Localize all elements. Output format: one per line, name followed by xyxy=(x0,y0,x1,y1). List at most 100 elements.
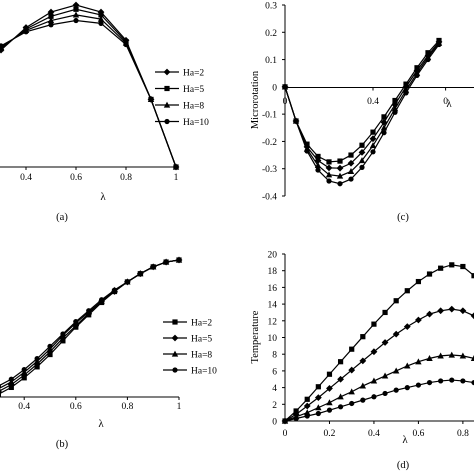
data-point xyxy=(370,129,376,135)
panel-c: 0 0.4 0 0.3 0.2 0.1 0 -0.1 -0.2 -0.3 -0.4 λ Microrot… xyxy=(250,2,474,223)
data-point xyxy=(163,259,169,265)
data-point xyxy=(392,97,398,104)
data-point xyxy=(380,118,388,126)
data-point xyxy=(393,387,399,393)
data-point xyxy=(336,164,344,172)
y-tick-label: 10 xyxy=(268,334,278,344)
legend-label: Ha=8 xyxy=(183,102,204,112)
data-point xyxy=(315,384,321,390)
data-point xyxy=(370,377,378,384)
series-ha-10 xyxy=(0,17,179,170)
data-point xyxy=(48,13,54,19)
data-point xyxy=(111,287,118,293)
data-point xyxy=(358,157,366,164)
data-point xyxy=(325,171,333,178)
legend-entry: Ha=10 xyxy=(155,118,209,128)
legend-marker xyxy=(172,319,178,325)
data-point xyxy=(326,371,333,377)
x-tick-label: 0.8 xyxy=(457,429,469,439)
data-point xyxy=(73,319,79,325)
data-point xyxy=(370,149,376,155)
legend-marker xyxy=(172,367,178,373)
series-line xyxy=(0,259,180,386)
y-tick-label: 6 xyxy=(272,367,277,377)
series-ha-5 xyxy=(0,256,183,394)
data-point xyxy=(23,29,29,35)
data-point xyxy=(282,84,288,90)
data-point xyxy=(348,176,354,182)
data-point xyxy=(393,298,399,304)
data-point xyxy=(449,377,455,383)
x-tick-label: 0.8 xyxy=(121,402,133,412)
data-point xyxy=(381,130,387,136)
x-tick-label: 0.4 xyxy=(368,429,380,439)
data-point xyxy=(347,168,355,175)
x-tick-label: 0.6 xyxy=(412,429,424,439)
data-point xyxy=(337,359,344,365)
data-point xyxy=(404,385,410,391)
data-point xyxy=(470,312,474,320)
data-point xyxy=(293,415,299,422)
legend-label: Ha=8 xyxy=(191,351,212,361)
legend-entry: Ha=8 xyxy=(163,351,212,361)
series-ha-8 xyxy=(0,11,180,170)
x-tick-label: 1 xyxy=(174,173,179,183)
data-point xyxy=(415,316,422,324)
y-axis-label: Microrotation xyxy=(250,70,261,129)
data-point xyxy=(381,114,387,120)
data-point xyxy=(337,158,343,164)
data-point xyxy=(437,307,445,315)
data-point xyxy=(150,264,156,270)
series-line xyxy=(0,14,177,168)
legend-entry: Ha=2 xyxy=(163,319,212,329)
data-point xyxy=(359,142,365,148)
y-tick-label: 8 xyxy=(272,351,277,361)
data-point xyxy=(315,167,321,173)
y-tick-label: 20 xyxy=(268,251,278,261)
y-tick-label: -0.3 xyxy=(262,165,277,175)
data-point xyxy=(347,159,355,167)
data-point xyxy=(370,348,378,356)
y-tick-label: -0.2 xyxy=(262,138,277,148)
data-point xyxy=(438,378,444,384)
x-axis-label: λ xyxy=(446,98,452,110)
data-point xyxy=(459,307,467,315)
panel-label: (c) xyxy=(397,212,409,223)
series-line xyxy=(284,308,474,422)
data-point xyxy=(123,41,129,48)
panel-d: 0 0.2 0.4 0.6 0.8 0 2 4 6 8 10 12 14 16 18 20 λ Temperatu… xyxy=(250,251,474,471)
series-ha-2 xyxy=(0,257,182,397)
data-point xyxy=(359,357,367,365)
data-point xyxy=(72,11,80,18)
data-point xyxy=(404,288,410,294)
data-point xyxy=(337,393,344,400)
data-point xyxy=(459,352,467,359)
data-point xyxy=(337,404,344,410)
data-point xyxy=(315,153,321,160)
y-tick-label: 18 xyxy=(268,267,278,277)
data-point xyxy=(382,390,388,397)
data-point xyxy=(21,367,27,373)
data-point xyxy=(460,378,466,384)
data-point xyxy=(436,41,442,48)
series-line xyxy=(0,259,180,389)
data-point xyxy=(314,157,322,164)
legend-marker xyxy=(171,350,179,357)
data-point xyxy=(414,72,420,78)
data-point xyxy=(470,354,474,361)
data-point xyxy=(336,172,344,179)
x-axis-label: λ xyxy=(98,418,104,430)
data-point xyxy=(403,323,411,331)
data-point xyxy=(337,375,344,383)
data-point xyxy=(403,90,409,96)
series-line xyxy=(0,19,177,168)
series-line xyxy=(0,259,180,392)
x-tick-label: 0 xyxy=(283,429,288,439)
data-point xyxy=(382,309,388,316)
legend-label: Ha=2 xyxy=(191,319,212,329)
legend-marker xyxy=(163,68,171,76)
data-point xyxy=(369,135,377,143)
data-point xyxy=(304,409,311,416)
data-point xyxy=(304,148,310,154)
